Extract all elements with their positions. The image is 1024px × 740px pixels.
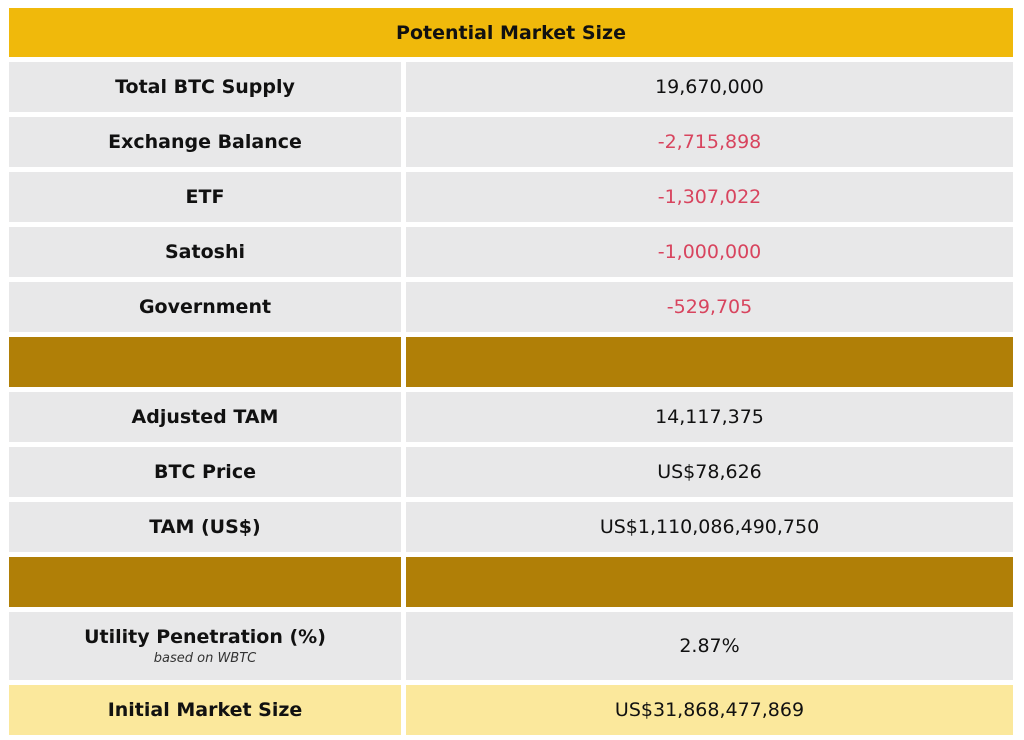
separator bbox=[9, 557, 1013, 607]
table: Potential Market Size Total BTC Supply 19… bbox=[9, 8, 1013, 740]
row: Initial Market Size US$31,868,477,869 bbox=[9, 685, 1013, 735]
separator-cell bbox=[406, 557, 1013, 607]
value: US$78,626 bbox=[406, 447, 1013, 497]
label: Government bbox=[9, 282, 401, 332]
separator-cell bbox=[406, 337, 1013, 387]
label: Exchange Balance bbox=[9, 117, 401, 167]
value: 14,117,375 bbox=[406, 392, 1013, 442]
row: Adjusted TAM 14,117,375 bbox=[9, 392, 1013, 442]
label: Total BTC Supply bbox=[9, 62, 401, 112]
value: US$31,868,477,869 bbox=[406, 685, 1013, 735]
separator-cell bbox=[9, 557, 401, 607]
separator bbox=[9, 337, 1013, 387]
value: -1,307,022 bbox=[406, 172, 1013, 222]
value: US$1,110,086,490,750 bbox=[406, 502, 1013, 552]
label: Satoshi bbox=[9, 227, 401, 277]
label: BTC Price bbox=[9, 447, 401, 497]
row: Exchange Balance -2,715,898 bbox=[9, 117, 1013, 167]
note: based on WBTC bbox=[153, 651, 257, 666]
row: BTC Price US$78,626 bbox=[9, 447, 1013, 497]
row: TAM (US$) US$1,110,086,490,750 bbox=[9, 502, 1013, 552]
table-header: Potential Market Size bbox=[9, 8, 1013, 57]
label: Adjusted TAM bbox=[9, 392, 401, 442]
value: -2,715,898 bbox=[406, 117, 1013, 167]
value: -1,000,000 bbox=[406, 227, 1013, 277]
row: Utility Penetration (%) based on WBTC 2.87… bbox=[9, 612, 1013, 680]
label: TAM (US$) bbox=[9, 502, 401, 552]
row: ETF -1,307,022 bbox=[9, 172, 1013, 222]
row: Total BTC Supply 19,670,000 bbox=[9, 62, 1013, 112]
label: Initial Market Size bbox=[9, 685, 401, 735]
label: ETF bbox=[9, 172, 401, 222]
label: Utility Penetration (%) bbox=[84, 626, 326, 648]
label-cell: Utility Penetration (%) based on WBTC bbox=[9, 612, 401, 680]
row: Government -529,705 bbox=[9, 282, 1013, 332]
value: 2.87% bbox=[406, 612, 1013, 680]
separator-cell bbox=[9, 337, 401, 387]
value: -529,705 bbox=[406, 282, 1013, 332]
row: Satoshi -1,000,000 bbox=[9, 227, 1013, 277]
value: 19,670,000 bbox=[406, 62, 1013, 112]
